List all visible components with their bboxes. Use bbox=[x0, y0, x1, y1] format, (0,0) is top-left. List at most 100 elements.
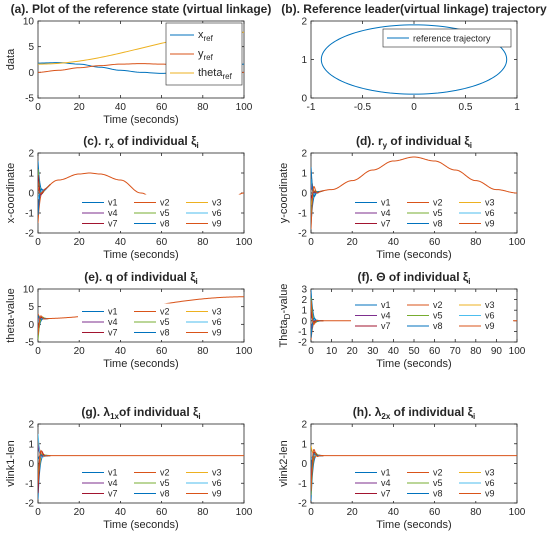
title-sub: i bbox=[196, 277, 198, 286]
series-group-d bbox=[311, 156, 517, 230]
series-group-g bbox=[38, 433, 244, 500]
y-tick-label: -2 bbox=[298, 499, 307, 510]
legend-label-v7: v7 bbox=[108, 328, 118, 338]
legend-label-v1: v1 bbox=[108, 198, 118, 208]
x-axis-label: Time (seconds) bbox=[103, 358, 178, 370]
legend-label-v9: v9 bbox=[485, 321, 495, 331]
x-tick-label: 100 bbox=[236, 346, 253, 357]
x-tick-label: 0 bbox=[411, 102, 417, 113]
legend-label-v2: v2 bbox=[160, 198, 170, 208]
legend-background bbox=[351, 194, 513, 231]
x-tick-label: 20 bbox=[74, 102, 86, 113]
legend-label-v3: v3 bbox=[212, 468, 222, 478]
x-tick-label: -0.5 bbox=[354, 102, 372, 113]
legend-label-v7: v7 bbox=[381, 219, 391, 229]
legend-label-v3: v3 bbox=[212, 307, 222, 317]
legend-label-main: y bbox=[198, 48, 204, 60]
x-tick-label: 100 bbox=[509, 346, 526, 357]
y-tick-label: 0 bbox=[28, 68, 34, 79]
y-tick-label: 2 bbox=[301, 420, 307, 431]
legend-label-v7: v7 bbox=[381, 489, 391, 499]
y-tick-label: -1 bbox=[25, 479, 34, 490]
x-tick-label: 0 bbox=[35, 507, 41, 518]
legend-label-yref: yref bbox=[198, 48, 214, 62]
legend-label-v9: v9 bbox=[212, 489, 222, 499]
legend-label-v6: v6 bbox=[485, 311, 495, 321]
y-tick-label: 1 bbox=[301, 169, 307, 180]
legend-label-v1: v1 bbox=[381, 468, 391, 478]
legend-label-v8: v8 bbox=[433, 321, 443, 331]
y-tick-label: 0 bbox=[301, 189, 307, 200]
legend-label-xref: xref bbox=[198, 29, 214, 43]
title-sub: 1x bbox=[110, 412, 119, 421]
x-tick-label: 10 bbox=[326, 346, 338, 357]
legend-label-main: theta bbox=[198, 67, 223, 79]
legend-g: v1 v2 v3 v4 v5 v6 v7 v8 v9 bbox=[78, 464, 240, 501]
x-tick-label: -1 bbox=[307, 102, 316, 113]
legend-label-v7: v7 bbox=[108, 489, 118, 499]
legend-label-v7: v7 bbox=[381, 321, 391, 331]
y-tick-label: 1 bbox=[28, 169, 34, 180]
y-tick-label: -2 bbox=[298, 338, 307, 349]
x-tick-label: 30 bbox=[367, 346, 379, 357]
legend-label-v4: v4 bbox=[108, 317, 118, 327]
legend-label-v5: v5 bbox=[433, 208, 443, 218]
legend-label-v9: v9 bbox=[485, 219, 495, 229]
series-line-v9 bbox=[311, 186, 324, 230]
legend-label-v8: v8 bbox=[160, 328, 170, 338]
legend-label-v2: v2 bbox=[433, 300, 443, 310]
legend-label-v6: v6 bbox=[485, 478, 495, 488]
x-tick-label: 100 bbox=[509, 507, 526, 518]
x-tick-label: 40 bbox=[388, 237, 400, 248]
plot-title-d: (d). ry of individual ξi bbox=[356, 134, 472, 150]
title-sub: i bbox=[198, 412, 200, 421]
y-axis-label: vlink1-len bbox=[5, 440, 17, 486]
legend-label-v1: v1 bbox=[381, 300, 391, 310]
title-main: (d). r bbox=[356, 134, 383, 148]
y-tick-label: 0 bbox=[28, 459, 34, 470]
y-tick-label: -2 bbox=[25, 229, 34, 240]
x-axis-label: Time (seconds) bbox=[376, 249, 451, 261]
x-tick-label: 20 bbox=[347, 237, 359, 248]
x-tick-label: 60 bbox=[156, 507, 168, 518]
x-tick-label: 80 bbox=[470, 346, 482, 357]
y-tick-label: 2 bbox=[28, 420, 34, 431]
legend-label-v6: v6 bbox=[212, 478, 222, 488]
legend-label-sub: ref bbox=[222, 72, 232, 81]
plot-title-g: (g). λ1xof individual ξi bbox=[81, 405, 200, 421]
x-tick-label: 20 bbox=[347, 346, 359, 357]
legend-b: reference trajectory bbox=[382, 28, 512, 48]
legend-label-v1: v1 bbox=[108, 307, 118, 317]
legend-label-v9: v9 bbox=[212, 219, 222, 229]
legend-label-v4: v4 bbox=[381, 311, 391, 321]
legend-background bbox=[78, 464, 240, 501]
title-sub: i bbox=[470, 141, 472, 150]
x-tick-label: 100 bbox=[509, 237, 526, 248]
y-tick-label: -1 bbox=[25, 209, 34, 220]
y-tick-label: -1 bbox=[298, 209, 307, 220]
x-tick-label: 40 bbox=[115, 102, 127, 113]
legend-label-v3: v3 bbox=[212, 198, 222, 208]
y-axis-label: data bbox=[5, 48, 17, 70]
x-tick-label: 20 bbox=[347, 507, 359, 518]
legend-background bbox=[78, 194, 240, 231]
y-tick-label: 0 bbox=[28, 189, 34, 200]
y-axis-label: vlink2-len bbox=[278, 440, 290, 486]
legend-label-v8: v8 bbox=[160, 489, 170, 499]
title-post: of individual ξ bbox=[114, 134, 197, 148]
x-tick-label: 40 bbox=[115, 507, 127, 518]
y-tick-label: 0 bbox=[301, 94, 307, 105]
title-main: (c). r bbox=[83, 134, 109, 148]
legend-label-v2: v2 bbox=[433, 198, 443, 208]
y-axis-label: ThetaD-value bbox=[278, 284, 292, 348]
legend-label: reference trajectory bbox=[413, 34, 491, 44]
legend-label-v5: v5 bbox=[160, 317, 170, 327]
x-tick-label: 60 bbox=[429, 507, 441, 518]
legend-label-v8: v8 bbox=[433, 219, 443, 229]
x-axis-label: Time (seconds) bbox=[103, 519, 178, 531]
x-tick-label: 0 bbox=[35, 237, 41, 248]
y-tick-label: 0 bbox=[28, 320, 34, 331]
x-tick-label: 20 bbox=[74, 507, 86, 518]
y-tick-label: 0 bbox=[301, 459, 307, 470]
